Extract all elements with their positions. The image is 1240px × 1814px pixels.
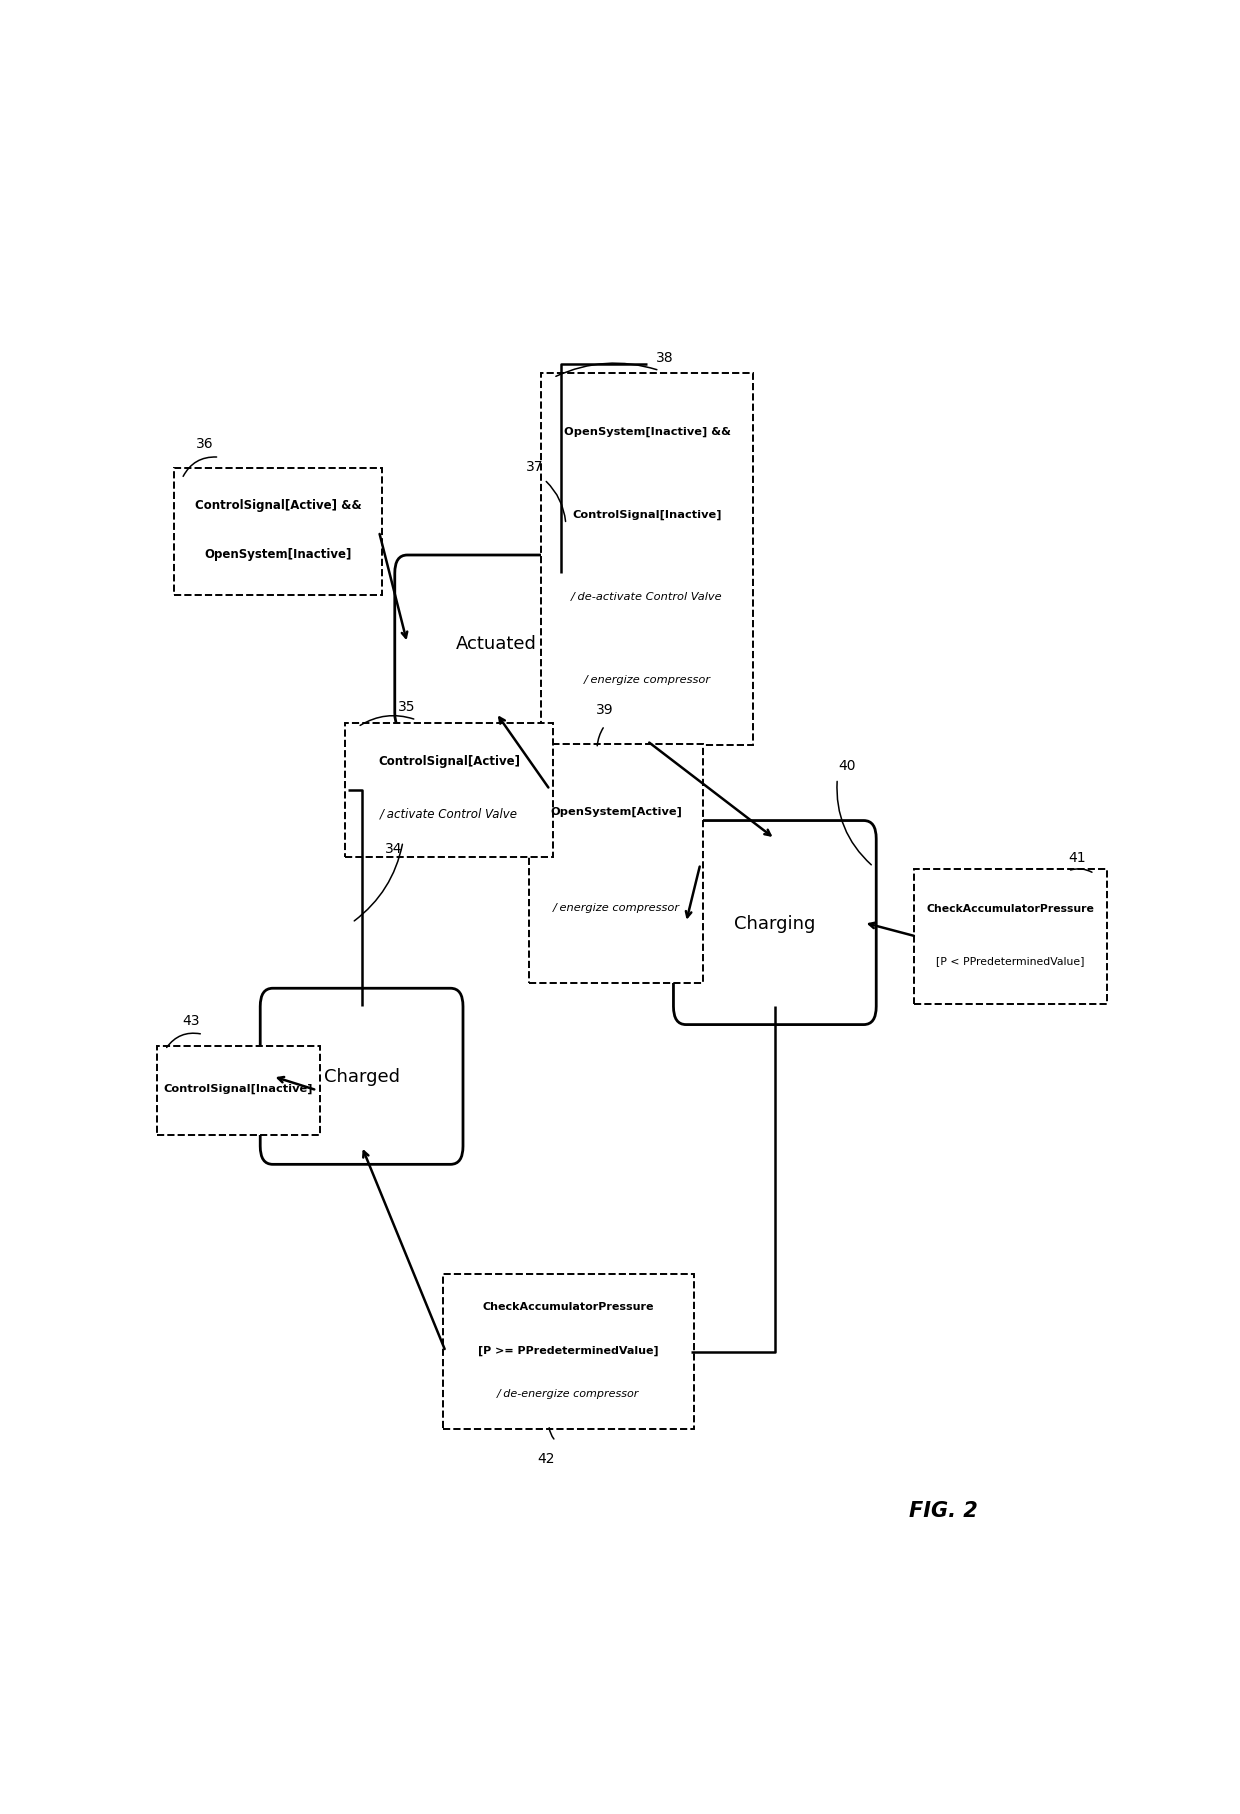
Text: OpenSystem[Active]: OpenSystem[Active] (551, 807, 682, 816)
Text: 40: 40 (838, 758, 856, 773)
Text: Charging: Charging (734, 914, 816, 932)
Text: 41: 41 (1069, 851, 1086, 865)
Text: FIG. 2: FIG. 2 (909, 1500, 977, 1520)
FancyBboxPatch shape (157, 1047, 320, 1136)
Text: 38: 38 (656, 350, 673, 365)
Text: CheckAccumulatorPressure: CheckAccumulatorPressure (482, 1302, 653, 1312)
Text: 42: 42 (537, 1451, 554, 1466)
Text: OpenSystem[Inactive]: OpenSystem[Inactive] (205, 548, 352, 561)
FancyBboxPatch shape (673, 822, 877, 1025)
Text: [P < PPredeterminedValue]: [P < PPredeterminedValue] (936, 956, 1085, 965)
FancyBboxPatch shape (529, 746, 703, 983)
FancyBboxPatch shape (345, 724, 553, 858)
FancyBboxPatch shape (541, 374, 753, 746)
Text: 37: 37 (526, 459, 543, 473)
Text: 36: 36 (196, 437, 213, 452)
Text: / de-activate Control Valve: / de-activate Control Valve (572, 591, 723, 602)
Text: / de-energize compressor: / de-energize compressor (497, 1388, 640, 1399)
Text: 39: 39 (596, 702, 614, 717)
FancyBboxPatch shape (394, 555, 598, 731)
FancyBboxPatch shape (914, 871, 1107, 1005)
Text: 34: 34 (384, 842, 402, 856)
Text: [P >= PPredeterminedValue]: [P >= PPredeterminedValue] (477, 1344, 658, 1355)
FancyBboxPatch shape (260, 989, 463, 1165)
Text: / activate Control Valve: / activate Control Valve (381, 807, 518, 820)
Text: 43: 43 (182, 1014, 201, 1029)
Text: / energize compressor: / energize compressor (584, 675, 711, 684)
Text: ControlSignal[Active]: ControlSignal[Active] (378, 755, 520, 767)
FancyBboxPatch shape (443, 1275, 693, 1429)
Text: ControlSignal[Inactive]: ControlSignal[Inactive] (573, 510, 722, 519)
FancyBboxPatch shape (174, 468, 382, 595)
Text: 35: 35 (398, 700, 415, 713)
Text: ControlSignal[Active] &&: ControlSignal[Active] && (195, 499, 361, 512)
Text: OpenSystem[Inactive] &&: OpenSystem[Inactive] && (563, 426, 730, 437)
Text: Charged: Charged (324, 1068, 399, 1087)
Text: CheckAccumulatorPressure: CheckAccumulatorPressure (926, 903, 1094, 912)
Text: ControlSignal[Inactive]: ControlSignal[Inactive] (164, 1083, 314, 1092)
Text: Actuated: Actuated (456, 635, 537, 653)
Text: / energize compressor: / energize compressor (553, 903, 680, 912)
